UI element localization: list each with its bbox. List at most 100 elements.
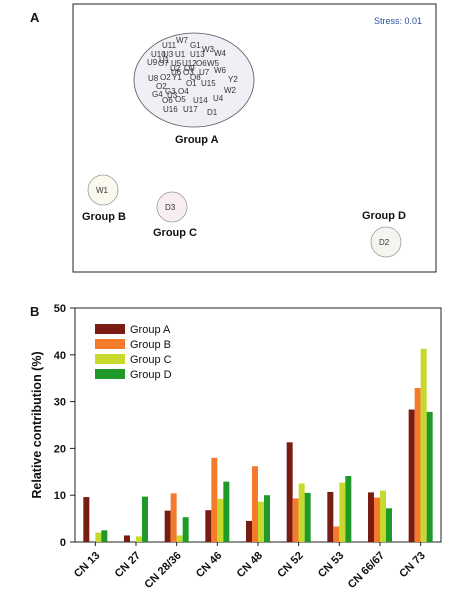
x-tick-label: CN 28/36 bbox=[142, 550, 183, 591]
y-tick-label: 0 bbox=[60, 537, 66, 549]
group-a-sample: U11 bbox=[162, 41, 177, 50]
group-a-sample: U4 bbox=[213, 94, 224, 103]
bar bbox=[176, 535, 183, 542]
group-a-sample: U10 bbox=[151, 50, 166, 59]
group-a-sample: U3 bbox=[167, 91, 178, 100]
group-a-sample: U14 bbox=[193, 96, 208, 105]
group-a-sample: O2 bbox=[156, 82, 167, 91]
group-b-circle bbox=[87, 174, 119, 206]
x-tick-label: CN 73 bbox=[397, 550, 428, 581]
group-d-sample: D2 bbox=[379, 238, 390, 247]
bar bbox=[211, 457, 218, 542]
bar bbox=[142, 496, 148, 542]
group-a-sample: W3 bbox=[202, 45, 215, 54]
legend-swatch bbox=[95, 369, 125, 379]
group-a-sample: W6 bbox=[214, 66, 227, 75]
bar bbox=[292, 498, 299, 542]
y-tick-label: 50 bbox=[54, 303, 66, 315]
group-a-sample: O1 bbox=[186, 79, 197, 88]
x-tick-label: CN 66/67 bbox=[346, 550, 387, 591]
group-a-sample: U7 bbox=[199, 68, 210, 77]
bar bbox=[380, 490, 386, 542]
group-a-sample: U15 bbox=[201, 79, 216, 88]
group-a-sample: U3 bbox=[163, 50, 174, 59]
x-tick-label: CN 13 bbox=[72, 550, 103, 581]
group-a-sample: W2 bbox=[224, 86, 237, 95]
group-a-sample: U12 bbox=[182, 59, 197, 68]
panel-a-letter: A bbox=[30, 10, 40, 25]
legend-label: Group B bbox=[130, 339, 171, 351]
y-axis-title: Relative contribution (%) bbox=[30, 351, 44, 498]
bar bbox=[136, 536, 142, 542]
legend-label: Group C bbox=[130, 354, 172, 366]
group-b-label: Group B bbox=[82, 211, 126, 223]
bar bbox=[333, 526, 340, 542]
y-tick-label: 20 bbox=[54, 443, 66, 455]
group-a-sample: O3 bbox=[183, 68, 194, 77]
group-a-label: Group A bbox=[175, 134, 219, 146]
bar bbox=[408, 409, 415, 542]
group-a-sample: U17 bbox=[183, 105, 198, 114]
bar bbox=[246, 520, 252, 542]
bar bbox=[170, 493, 177, 542]
bar bbox=[83, 497, 90, 542]
bar bbox=[426, 411, 433, 542]
x-tick-label: CN 52 bbox=[275, 550, 306, 581]
legend-swatch bbox=[95, 354, 125, 364]
group-a-sample: G1 bbox=[190, 41, 201, 50]
x-tick-label: CN 46 bbox=[194, 550, 225, 581]
group-a-sample: U8 bbox=[148, 74, 159, 83]
bar bbox=[252, 466, 258, 542]
group-c-label: Group C bbox=[153, 227, 197, 239]
group-a-sample: O9 bbox=[184, 64, 195, 73]
group-a-sample: O2 bbox=[160, 73, 171, 82]
group-a-sample: O6 bbox=[162, 96, 173, 105]
y-axis: 0 10 20 30 40 50 bbox=[54, 303, 75, 549]
bar bbox=[345, 476, 352, 542]
group-a-sample: U6 bbox=[171, 68, 182, 77]
legend-label: Group D bbox=[130, 369, 172, 381]
bar bbox=[205, 510, 212, 542]
group-c-circle bbox=[156, 191, 188, 223]
bar bbox=[420, 348, 427, 542]
bar bbox=[164, 510, 171, 542]
group-a-sample: O7 bbox=[158, 59, 169, 68]
bars bbox=[83, 348, 433, 542]
group-a-sample: U9 bbox=[147, 58, 158, 67]
y-tick-label: 40 bbox=[54, 350, 66, 362]
group-a-ellipse bbox=[133, 32, 255, 128]
legend-swatch bbox=[95, 324, 125, 334]
bar bbox=[304, 492, 311, 542]
group-a-sample: U2 bbox=[170, 64, 181, 73]
group-a-sample: Y1 bbox=[172, 73, 182, 82]
group-d-circle bbox=[370, 226, 402, 258]
x-tick-label: CN 27 bbox=[113, 550, 144, 581]
bar bbox=[327, 491, 334, 542]
bar bbox=[374, 497, 380, 542]
legend-swatch bbox=[95, 339, 125, 349]
bar bbox=[386, 508, 392, 542]
bar bbox=[258, 501, 264, 542]
y-tick-label: 30 bbox=[54, 397, 66, 409]
group-b-sample: W1 bbox=[96, 186, 109, 195]
group-a-sample: W7 bbox=[176, 36, 189, 45]
stress-label: Stress: 0.01 bbox=[374, 16, 422, 26]
bar bbox=[124, 535, 130, 542]
bar bbox=[101, 530, 108, 542]
bar bbox=[298, 483, 305, 542]
bar bbox=[339, 482, 346, 542]
group-a-sample: O5 bbox=[175, 95, 186, 104]
bar bbox=[95, 532, 102, 542]
panel-b-letter: B bbox=[30, 304, 39, 319]
group-a-sample: W5 bbox=[207, 59, 220, 68]
x-axis-labels: CN 13 CN 27 CN 28/36 CN 46 CN 48 CN 52 CN 53 CN… bbox=[72, 542, 428, 591]
group-a-sample: U16 bbox=[163, 105, 178, 114]
bar bbox=[414, 388, 421, 542]
group-a-sample: D1 bbox=[207, 108, 218, 117]
bar bbox=[264, 495, 270, 542]
group-a-sample: G4 bbox=[152, 90, 163, 99]
bar bbox=[217, 498, 224, 542]
group-a-sample: Y2 bbox=[228, 75, 238, 84]
